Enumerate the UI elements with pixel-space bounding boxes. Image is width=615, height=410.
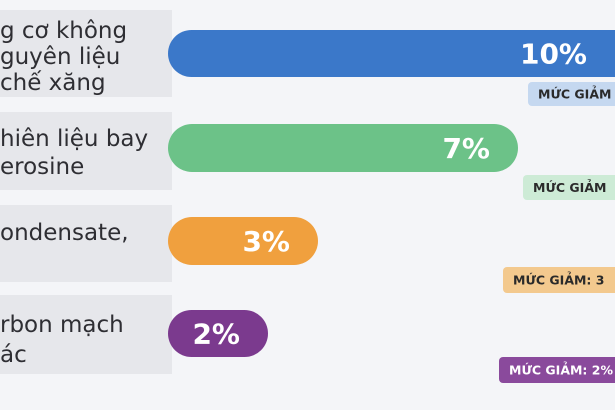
category-label: rbon mạch — [0, 312, 124, 338]
category-box — [0, 10, 172, 97]
bar — [168, 310, 268, 357]
category-label: hiên liệu bay — [0, 126, 148, 152]
value-label: 7% — [442, 132, 490, 165]
badge-label: MỨC GIẢM: 2% — [509, 362, 613, 378]
category-label: chế xăng — [0, 70, 106, 96]
value-label: 3% — [242, 225, 290, 258]
badge — [503, 267, 615, 293]
bar — [168, 217, 318, 265]
value-label: 2% — [192, 318, 240, 351]
badge — [499, 357, 615, 383]
bar — [168, 124, 518, 172]
badge-label: MỨC GIẢM — [533, 179, 606, 195]
category-box — [0, 295, 172, 374]
badge-label: MỨC GIẢM — [538, 86, 611, 102]
value-label: 10% — [520, 38, 587, 71]
category-label: ác — [0, 342, 27, 368]
badge — [528, 82, 615, 106]
bar — [168, 30, 615, 77]
category-box — [0, 205, 172, 282]
badge-label: MỨC GIẢM: 3 — [513, 272, 604, 288]
category-label: erosine — [0, 154, 84, 180]
badge — [523, 175, 615, 200]
category-box — [0, 112, 172, 190]
category-label: g cơ không — [0, 18, 127, 44]
category-label: ondensate, — [0, 220, 129, 246]
category-label: guyên liệu — [0, 44, 120, 70]
